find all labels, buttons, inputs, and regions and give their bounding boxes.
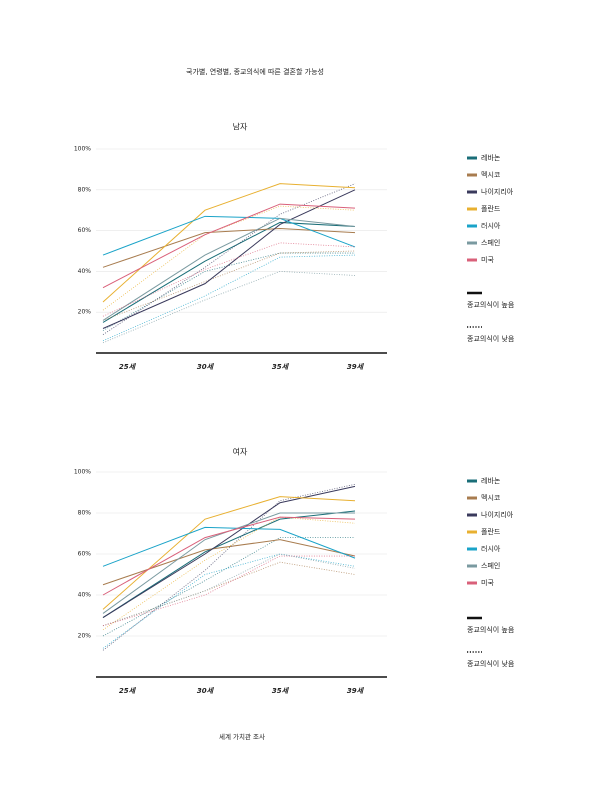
- series-line: [102, 205, 356, 311]
- page-title: 국가별, 연령별, 종교의식에 따른 결혼할 가능성: [186, 67, 324, 76]
- legend-label: 미국: [481, 578, 494, 587]
- y-tick-label: 100%: [74, 469, 91, 476]
- chart-title: 남자: [233, 123, 248, 132]
- series-line: [102, 553, 356, 649]
- x-tick-label: 25세: [119, 687, 137, 695]
- series-line: [102, 539, 356, 586]
- series-line: [102, 483, 356, 651]
- legend-swatch: [467, 530, 477, 534]
- y-tick-label: 60%: [78, 551, 92, 558]
- legend-label: 나이지리아: [481, 510, 514, 519]
- legend-style-label: 종교의식이 낮음: [467, 659, 515, 668]
- series-line: [102, 512, 355, 614]
- series-line: [102, 537, 355, 637]
- y-tick-label: 60%: [78, 227, 92, 234]
- series-line: [102, 270, 356, 344]
- series-line: [102, 510, 356, 618]
- legend-swatch: [467, 479, 477, 483]
- series-line: [102, 496, 356, 610]
- legend-swatch: [467, 224, 477, 228]
- legend-label: 레바논: [481, 153, 501, 162]
- chart-title: 여자: [233, 447, 248, 457]
- legend-label: 멕시코: [481, 493, 501, 502]
- y-tick-label: 80%: [78, 186, 92, 193]
- legend-label: 레바논: [481, 476, 501, 485]
- legend-label: 러시아: [481, 221, 501, 230]
- series-line: [102, 221, 356, 323]
- x-tick-label: 39세: [347, 363, 365, 371]
- series-line: [102, 561, 356, 627]
- x-tick-label: 30세: [197, 363, 215, 371]
- legend-swatch: [467, 258, 477, 262]
- legend-label: 미국: [481, 255, 494, 264]
- legend-swatch: [467, 496, 477, 500]
- legend-swatch: [467, 581, 477, 585]
- legend-swatch: [467, 207, 477, 211]
- legend-label: 러시아: [481, 544, 501, 553]
- x-tick-label: 25세: [119, 363, 137, 371]
- y-tick-label: 80%: [78, 510, 92, 517]
- series-line: [102, 553, 356, 627]
- legend-label: 스페인: [481, 238, 500, 247]
- legend-label: 나이지리아: [481, 187, 514, 196]
- y-tick-label: 20%: [78, 309, 92, 316]
- y-tick-label: 100%: [74, 146, 91, 153]
- legend-label: 폴란드: [481, 205, 501, 213]
- x-tick-label: 35세: [272, 363, 290, 371]
- y-tick-label: 20%: [78, 633, 92, 640]
- legend-label: 폴란드: [481, 528, 501, 536]
- series-line: [102, 252, 355, 331]
- series-line: [102, 516, 356, 596]
- legend-swatch: [467, 241, 477, 245]
- legend-swatch: [467, 564, 477, 568]
- series-line: [102, 217, 356, 321]
- legend-label: 멕시코: [481, 170, 501, 179]
- series-line: [102, 516, 356, 631]
- series-line: [102, 526, 356, 567]
- y-tick-label: 40%: [78, 592, 92, 599]
- legend-swatch: [467, 156, 477, 160]
- series-line: [102, 189, 356, 329]
- legend-swatch: [467, 513, 477, 517]
- legend-style-label: 종교의식이 높음: [467, 625, 515, 634]
- legend-style-label: 종교의식이 높음: [467, 300, 515, 309]
- y-tick-label: 40%: [78, 268, 92, 275]
- series-line: [102, 183, 356, 303]
- x-tick-label: 39세: [347, 687, 365, 695]
- x-tick-label: 35세: [272, 687, 290, 695]
- series-line: [102, 242, 356, 317]
- legend-style-label: 종교의식이 낮음: [467, 334, 515, 343]
- series-line: [102, 183, 356, 335]
- legend-swatch: [467, 173, 477, 177]
- series-line: [102, 555, 355, 627]
- legend-swatch: [467, 190, 477, 194]
- series-line: [102, 228, 356, 268]
- source: 세계 가치관 조사: [219, 732, 265, 741]
- legend-swatch: [467, 547, 477, 551]
- x-tick-label: 30세: [197, 687, 215, 695]
- series-line: [102, 254, 356, 342]
- series-line: [102, 203, 356, 289]
- series-line: [102, 215, 356, 256]
- legend-label: 스페인: [481, 561, 500, 570]
